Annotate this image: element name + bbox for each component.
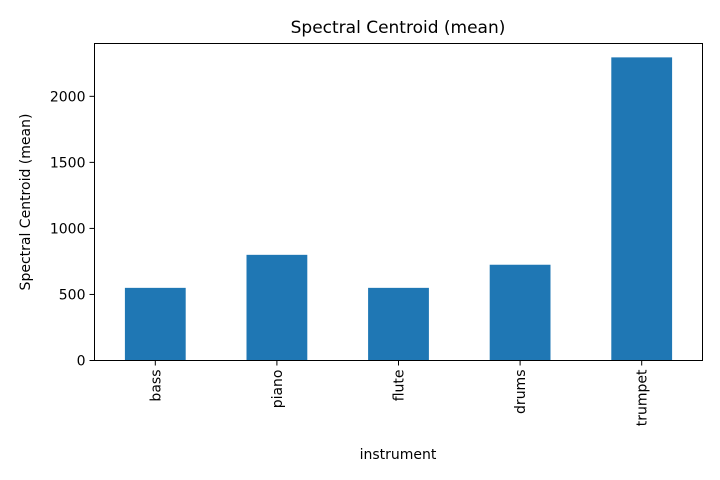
x-tick-label-drums: drums <box>513 370 529 414</box>
plot-frame <box>94 43 703 361</box>
y-axis-label: Spectral Centroid (mean) <box>18 114 34 291</box>
x-tick-label-flute: flute <box>392 370 408 402</box>
bar-flute <box>368 287 429 361</box>
x-axis-label: instrument <box>360 447 437 463</box>
y-axis-ticks: 0 500 1000 1500 2000 <box>50 89 95 370</box>
chart-title: Spectral Centroid (mean) <box>291 18 506 38</box>
x-tick-label-piano: piano <box>270 370 286 409</box>
bar-bass <box>124 287 186 361</box>
x-axis-ticks: bass piano flute drums trumpet <box>148 360 651 426</box>
x-tick-label-bass: bass <box>148 370 164 402</box>
bar-piano <box>246 254 308 361</box>
y-tick-label-1000: 1000 <box>50 221 86 237</box>
x-tick-label-trumpet: trumpet <box>635 369 651 426</box>
y-tick-label-2000: 2000 <box>50 89 86 105</box>
bar-trumpet <box>611 57 673 361</box>
y-tick-label-0: 0 <box>77 354 86 370</box>
bars-group <box>124 57 673 361</box>
bar-drums <box>489 264 551 361</box>
y-tick-label-500: 500 <box>59 287 86 303</box>
y-tick-label-1500: 1500 <box>50 155 86 171</box>
